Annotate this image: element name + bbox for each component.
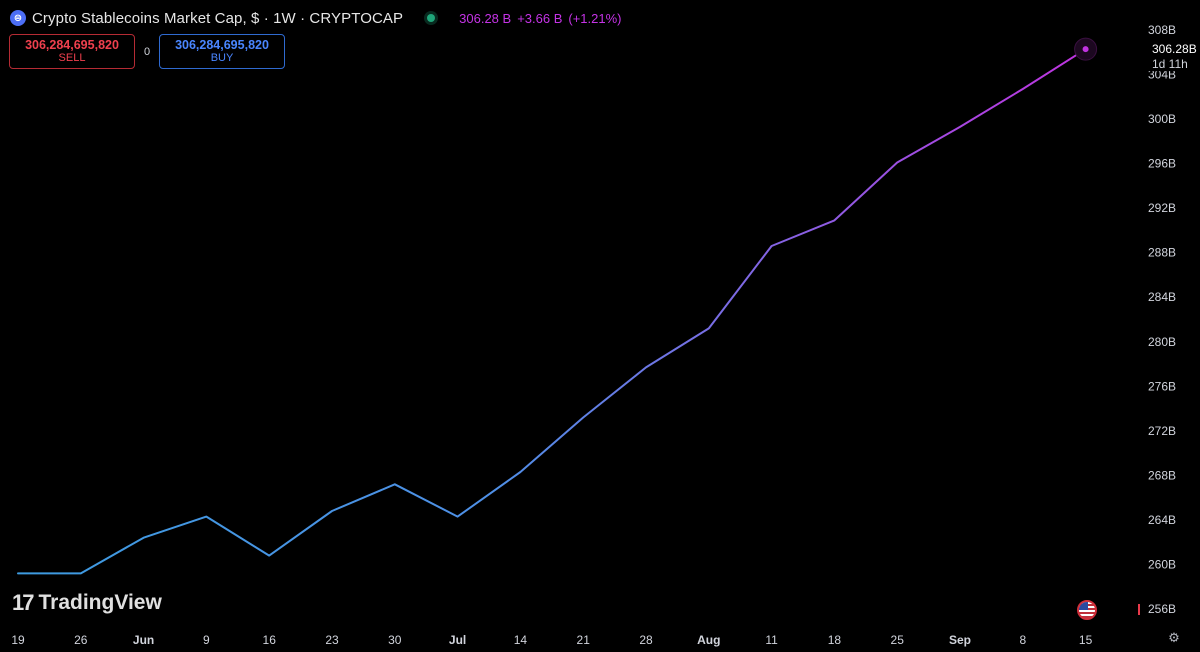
x-tick-label: Jun bbox=[133, 633, 154, 647]
x-tick-label: 14 bbox=[514, 633, 528, 647]
y-tick-label: 308B bbox=[1148, 23, 1176, 37]
x-tick-label: 19 bbox=[11, 633, 25, 647]
x-tick-label: 25 bbox=[891, 633, 905, 647]
sell-button[interactable]: 306,284,695,820 SELL bbox=[9, 34, 135, 69]
x-tick-label: 8 bbox=[1019, 633, 1026, 647]
us-flag-icon[interactable] bbox=[1077, 600, 1097, 620]
sell-price: 306,284,695,820 bbox=[25, 38, 119, 52]
gear-icon[interactable]: ⚙ bbox=[1168, 630, 1180, 645]
sell-label: SELL bbox=[58, 52, 86, 64]
x-tick-label: 9 bbox=[203, 633, 210, 647]
y-tick-label: 292B bbox=[1148, 201, 1176, 215]
y-tick-label: 260B bbox=[1148, 557, 1176, 571]
price-change-percent: (+1.21%) bbox=[568, 10, 622, 26]
price-summary: 306.28 B +3.66 B (+1.21%) bbox=[459, 11, 621, 26]
y-tick-label: 300B bbox=[1148, 112, 1176, 126]
price-tag-value: 306.28B bbox=[1152, 42, 1197, 56]
x-tick-label: 30 bbox=[388, 633, 402, 647]
y-tick-label: 296B bbox=[1148, 157, 1176, 171]
y-tick-label: 280B bbox=[1148, 335, 1176, 349]
y-tick-label: 256B bbox=[1148, 602, 1176, 616]
y-tick-label: 284B bbox=[1148, 290, 1176, 304]
x-tick-label: 21 bbox=[577, 633, 591, 647]
x-tick-label: 26 bbox=[74, 633, 88, 647]
x-tick-label: 23 bbox=[325, 633, 339, 647]
logo-text: TradingView bbox=[38, 591, 162, 614]
price-tag-background bbox=[1145, 41, 1200, 72]
price-series-line[interactable] bbox=[17, 48, 1087, 575]
y-tick-label: 272B bbox=[1148, 424, 1176, 438]
spread-value: 0 bbox=[143, 45, 151, 58]
tradingview-logo[interactable]: 17 TradingView bbox=[12, 590, 162, 616]
price-change: +3.66 B bbox=[517, 10, 563, 26]
x-tick-label: 15 bbox=[1079, 633, 1093, 647]
market-open-dot-icon[interactable] bbox=[427, 14, 436, 22]
y-tick-label: 268B bbox=[1148, 468, 1176, 482]
buy-button[interactable]: 306,284,695,820 BUY bbox=[159, 34, 285, 69]
last-price: 306.28 B bbox=[459, 10, 512, 26]
symbol-title[interactable]: Crypto Stablecoins Market Cap, $ · 1W · … bbox=[32, 9, 404, 27]
time-axis: 19 26 Jun 9 16 23 30 Jul 14 21 28 Aug 11 18 25 Sep 8 15 bbox=[11, 633, 1092, 647]
y-tick-label: 264B bbox=[1148, 513, 1176, 527]
stablecoin-icon: ⊜ bbox=[10, 10, 26, 26]
tradingview-mark-icon: 17 bbox=[12, 590, 35, 615]
last-point-dot[interactable] bbox=[1082, 46, 1089, 53]
price-axis: 256B 260B 264B 268B 272B 276B 280B 284B 288B 292B… bbox=[1148, 23, 1176, 616]
x-tick-label: Aug bbox=[697, 633, 720, 647]
buy-price: 306,284,695,820 bbox=[175, 38, 269, 52]
x-tick-label: 18 bbox=[828, 633, 842, 647]
x-tick-label: 11 bbox=[765, 633, 778, 647]
chart-header: ⊜ Crypto Stablecoins Market Cap, $ · 1W … bbox=[10, 8, 622, 28]
event-marker[interactable] bbox=[1138, 604, 1140, 615]
buy-label: BUY bbox=[210, 52, 234, 64]
bar-countdown: 1d 11h bbox=[1152, 57, 1188, 71]
y-tick-label: 288B bbox=[1148, 246, 1176, 260]
x-tick-label: Sep bbox=[949, 633, 971, 647]
trade-panel: 306,284,695,820 SELL 0 306,284,695,820 B… bbox=[9, 34, 285, 69]
x-tick-label: Jul bbox=[449, 633, 466, 647]
x-tick-label: 28 bbox=[639, 633, 653, 647]
y-tick-label: 276B bbox=[1148, 379, 1176, 393]
x-tick-label: 16 bbox=[263, 633, 277, 647]
